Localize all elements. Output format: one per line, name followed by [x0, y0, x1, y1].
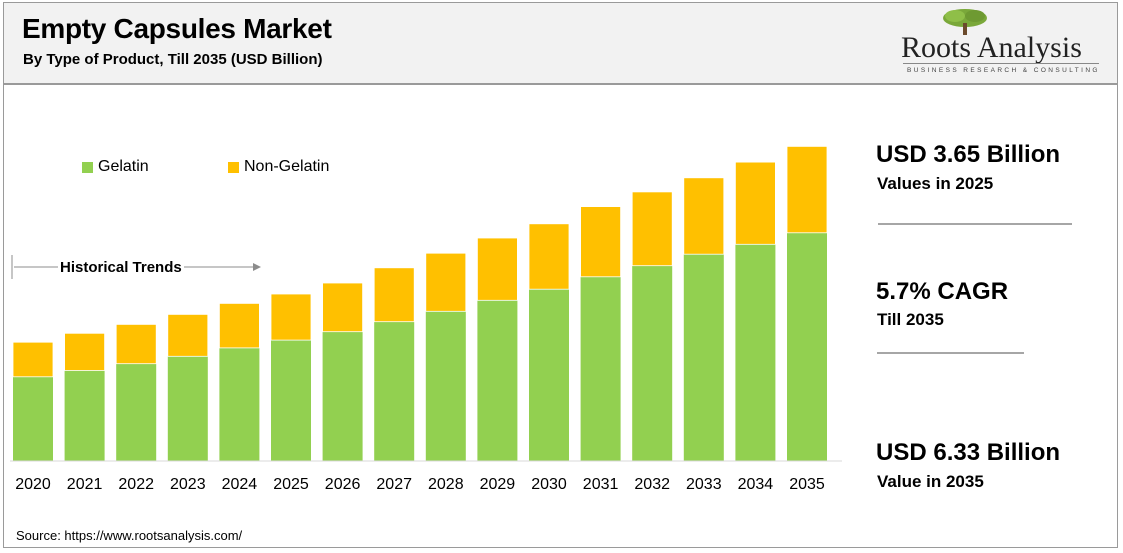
x-tick-label-2025: 2025: [273, 476, 309, 493]
bar-non-gelatin-2021: [64, 332, 105, 371]
stat-2035-value: USD 6.33 Billion: [876, 439, 1061, 466]
source-note: Source: https://www.rootsanalysis.com/: [16, 528, 243, 543]
bar-gelatin-2026: [322, 331, 363, 461]
bar-gelatin-2023: [167, 356, 208, 461]
bar-non-gelatin-2031: [580, 206, 621, 278]
stat-cagr-value: 5.7% CAGR: [876, 278, 1009, 305]
x-tick-label-2026: 2026: [325, 476, 361, 493]
bar-non-gelatin-2020: [12, 341, 54, 378]
x-axis-labels: 2020 2021 2022 2023 2024 2025 2026 2027 2028 2029…: [15, 476, 825, 493]
legend-label-gelatin: Gelatin: [98, 158, 149, 175]
legend-label-non-gelatin: Non-Gelatin: [244, 158, 330, 175]
stat-2025-caption: Values in 2025: [877, 174, 994, 193]
tree-icon: [943, 9, 987, 35]
bar-gelatin-2033: [683, 254, 724, 461]
x-tick-label-2028: 2028: [428, 476, 464, 493]
page-subtitle: By Type of Product, Till 2035 (USD Billi…: [23, 51, 323, 68]
bar-gelatin-2027: [374, 321, 415, 461]
bar-gelatin-2031: [580, 276, 621, 461]
logo-divider: [903, 63, 1099, 64]
chart-frame: [3, 2, 1118, 548]
stat-divider-2: [877, 352, 1024, 354]
bar-gelatin-2020: [13, 376, 53, 461]
bar-non-gelatin-2035: [786, 145, 828, 234]
bar-gelatin-2034: [735, 244, 776, 461]
x-tick-label-2033: 2033: [686, 476, 722, 493]
x-tick-label-2027: 2027: [376, 476, 412, 493]
stat-divider-1: [878, 223, 1072, 225]
logo-tagline: BUSINESS RESEARCH & CONSULTING: [907, 67, 1100, 74]
bar-gelatin-2029: [477, 300, 518, 461]
x-tick-label-2020: 2020: [15, 476, 51, 493]
x-tick-label-2023: 2023: [170, 476, 206, 493]
x-tick-label-2034: 2034: [738, 476, 774, 493]
page-title: Empty Capsules Market: [22, 13, 332, 44]
bar-gelatin-2022: [116, 363, 157, 461]
x-tick-label-2021: 2021: [67, 476, 103, 493]
bar-gelatin-2035: [787, 232, 827, 461]
bar-gelatin-2032: [632, 265, 673, 461]
bar-gelatin-2021: [64, 370, 105, 461]
bar-gelatin-2025: [271, 340, 311, 461]
bar-gelatin-2024: [219, 347, 260, 461]
bar-gelatin-2030: [529, 289, 569, 461]
legend-swatch-gelatin: [82, 161, 93, 173]
bar-non-gelatin-2032: [631, 191, 673, 267]
bar-non-gelatin-2027: [373, 267, 415, 323]
header-band: Empty Capsules Market By Type of Product…: [4, 3, 1117, 85]
x-tick-label-2032: 2032: [634, 476, 670, 493]
bar-non-gelatin-2022: [115, 323, 157, 365]
historical-trend-arrowhead: [253, 263, 261, 271]
stat-2025-value: USD 3.65 Billion: [876, 141, 1061, 168]
x-tick-label-2031: 2031: [583, 476, 619, 493]
x-tick-label-2035: 2035: [789, 476, 825, 493]
bar-non-gelatin-2030: [528, 223, 570, 290]
stat-cagr-caption: Till 2035: [877, 310, 944, 329]
x-tick-label-2024: 2024: [222, 476, 258, 493]
bar-non-gelatin-2034: [735, 161, 776, 245]
legend-item-non-gelatin: Non-Gelatin: [228, 158, 329, 176]
bar-non-gelatin-2024: [218, 302, 260, 349]
logo-name: Roots Analysis: [901, 31, 1082, 64]
bar-non-gelatin-2025: [270, 293, 312, 341]
bars-group: [12, 145, 828, 461]
x-tick-label-2022: 2022: [118, 476, 154, 493]
x-tick-label-2030: 2030: [531, 476, 567, 493]
legend-item-gelatin: Gelatin: [82, 158, 149, 176]
bar-non-gelatin-2029: [476, 237, 518, 301]
roots-analysis-logo: Roots Analysis BUSINESS RESEARCH & CONSU…: [897, 7, 1107, 79]
bar-non-gelatin-2023: [167, 313, 209, 357]
historical-trends-label: Historical Trends: [58, 259, 184, 276]
bar-non-gelatin-2033: [683, 177, 725, 255]
legend-swatch-non-gelatin: [228, 161, 239, 173]
bar-non-gelatin-2028: [425, 252, 467, 312]
bar-non-gelatin-2026: [322, 282, 364, 333]
x-tick-label-2029: 2029: [480, 476, 516, 493]
bar-gelatin-2028: [425, 311, 466, 461]
stat-2035-caption: Value in 2035: [877, 472, 984, 491]
